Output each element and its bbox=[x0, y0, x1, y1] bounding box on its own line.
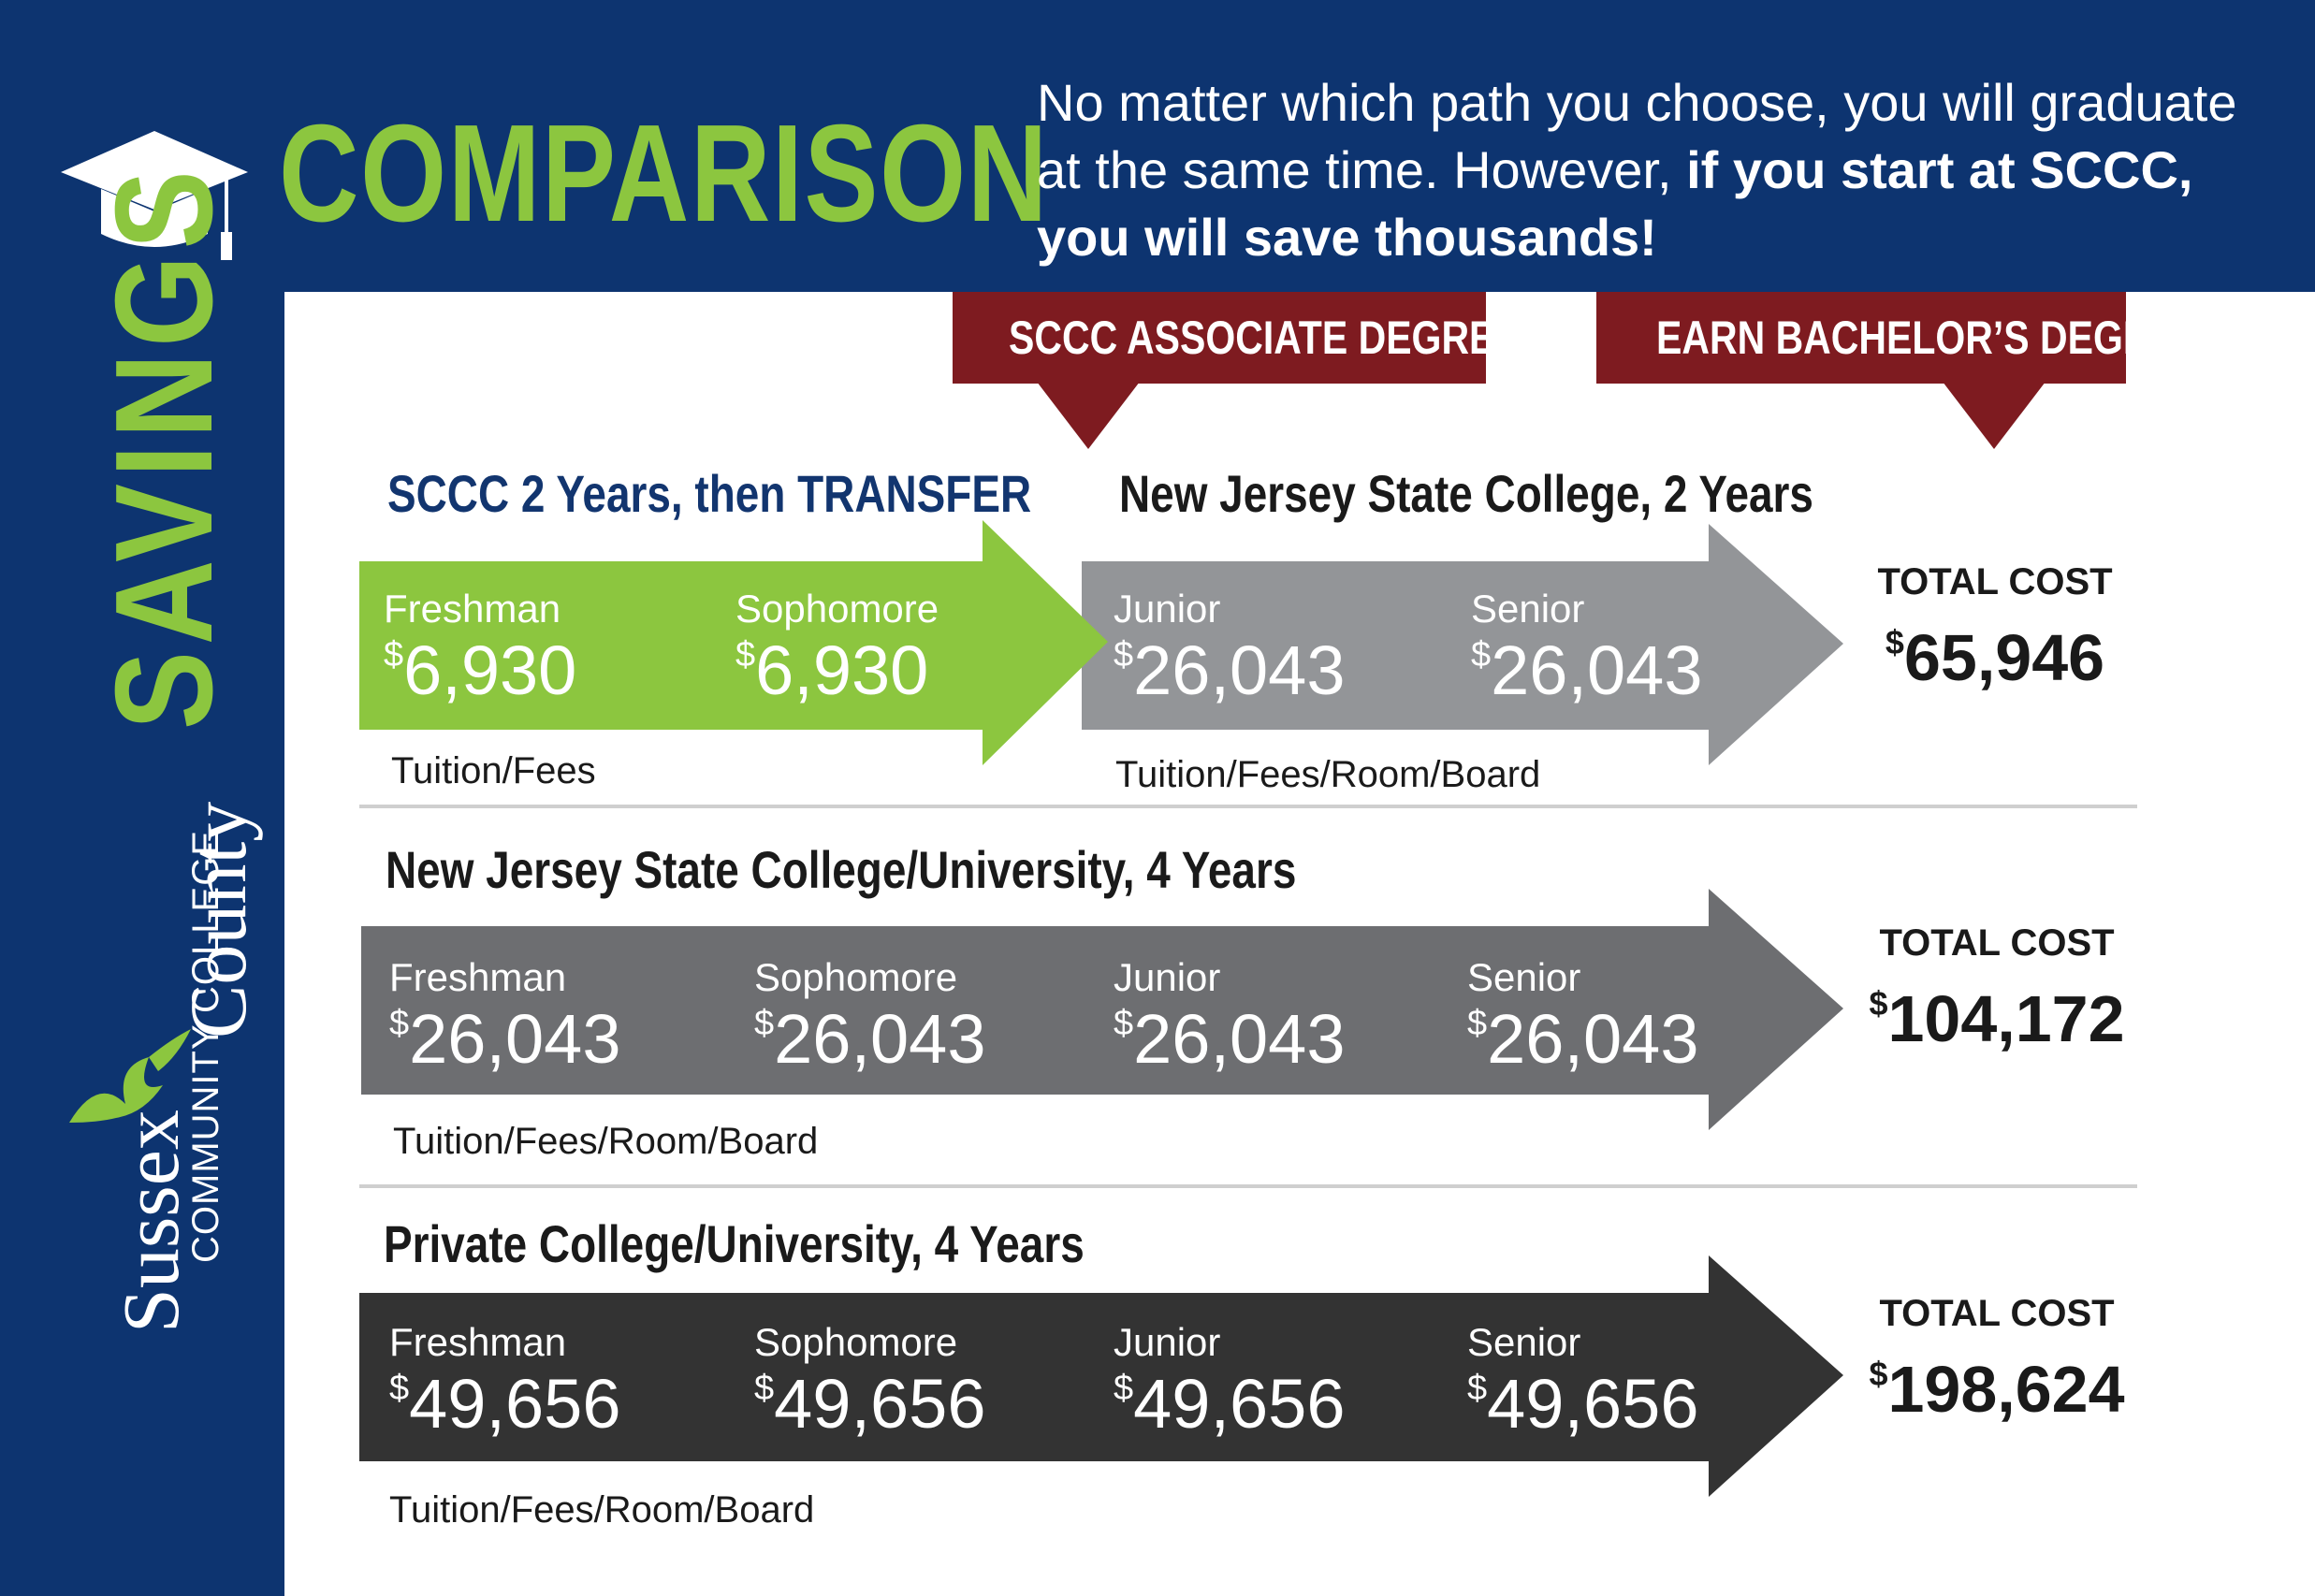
row1-title-right: New Jersey State College, 2 Years bbox=[1119, 464, 1813, 523]
row-divider bbox=[359, 1184, 2137, 1188]
row3-year3-label: Junior bbox=[1114, 1320, 1221, 1364]
row3-total-amount: $198,624 bbox=[1869, 1353, 2125, 1426]
row1-title-left: SCCC 2 Years, then TRANSFER bbox=[387, 464, 1032, 523]
row3-title: Private College/University, 4 Years bbox=[384, 1214, 1085, 1273]
row3-year3-amount: $49,656 bbox=[1114, 1365, 1346, 1443]
logo-leaf-icon bbox=[69, 1029, 191, 1123]
row1-year3-amount: $26,043 bbox=[1114, 631, 1346, 709]
page-title: COMPARISON bbox=[279, 96, 1049, 251]
row1-total-label: TOTAL COST bbox=[1877, 561, 2113, 602]
row3-year1-label: Freshman bbox=[389, 1320, 567, 1364]
tagline-regular: No matter which path you choose, you wil… bbox=[1037, 73, 2237, 199]
row1-year4-amount: $26,043 bbox=[1471, 631, 1703, 709]
row1-year1-amount: $6,930 bbox=[384, 631, 577, 709]
row2-year4-label: Senior bbox=[1467, 955, 1581, 999]
row1-cost-note-right: Tuition/Fees/Room/Board bbox=[1115, 754, 1541, 795]
row2-year2-amount: $26,043 bbox=[754, 1000, 986, 1078]
row1-year3-label: Junior bbox=[1114, 587, 1221, 631]
row1-year4-label: Senior bbox=[1471, 587, 1585, 631]
row2-year4-amount: $26,043 bbox=[1467, 1000, 1699, 1078]
row1-year2-label: Sophomore bbox=[735, 587, 939, 631]
associate-degree-pointer bbox=[1037, 382, 1140, 449]
row1-gray-arrow bbox=[1082, 524, 1843, 765]
row3-total-label: TOTAL COST bbox=[1879, 1293, 2115, 1334]
row2-year3-label: Junior bbox=[1114, 955, 1221, 999]
row3-year4-amount: $49,656 bbox=[1467, 1365, 1699, 1443]
row1-year2-amount: $6,930 bbox=[735, 631, 929, 709]
logo-community-college: COMMUNITY COLLEGE bbox=[185, 830, 226, 1263]
row3-year2-label: Sophomore bbox=[754, 1320, 958, 1364]
row2-total-amount: $104,172 bbox=[1869, 982, 2125, 1055]
row1-year1-label: Freshman bbox=[384, 587, 561, 631]
row2-cost-note: Tuition/Fees/Room/Board bbox=[393, 1121, 819, 1162]
row-divider bbox=[359, 805, 2137, 808]
row2-year3-amount: $26,043 bbox=[1114, 1000, 1346, 1078]
bachelor-degree-pointer bbox=[1943, 382, 2046, 449]
tagline: No matter which path you choose, you wil… bbox=[1037, 69, 2291, 271]
row2-year2-label: Sophomore bbox=[754, 955, 958, 999]
row3-year1-amount: $49,656 bbox=[389, 1365, 621, 1443]
savings-vertical-label: SAVINGS bbox=[87, 164, 241, 730]
row2-total-label: TOTAL COST bbox=[1879, 922, 2115, 964]
row3-cost-note: Tuition/Fees/Room/Board bbox=[389, 1489, 815, 1531]
logo-sussex: Sussex bbox=[106, 1110, 196, 1333]
row1-green-arrow bbox=[359, 520, 1108, 765]
row1-cost-note-left: Tuition/Fees bbox=[391, 750, 596, 791]
row2-year1-label: Freshman bbox=[389, 955, 567, 999]
row3-year4-label: Senior bbox=[1467, 1320, 1581, 1364]
row3-year2-amount: $49,656 bbox=[754, 1365, 986, 1443]
row2-title: New Jersey State College/University, 4 Y… bbox=[386, 840, 1297, 899]
row2-year1-amount: $26,043 bbox=[389, 1000, 621, 1078]
bachelor-degree-tab: EARN BACHELOR’S DEGREE bbox=[1596, 292, 2202, 384]
row3-arrow bbox=[359, 1255, 1843, 1497]
associate-degree-tab: SCCC ASSOCIATE DEGREE bbox=[953, 292, 1521, 384]
tagline-bold: if you start at SCCC, you will save thou… bbox=[1037, 140, 2193, 267]
row2-arrow bbox=[361, 889, 1843, 1130]
row1-total-amount: $65,946 bbox=[1885, 621, 2105, 694]
graduation-cap-icon bbox=[61, 131, 248, 260]
